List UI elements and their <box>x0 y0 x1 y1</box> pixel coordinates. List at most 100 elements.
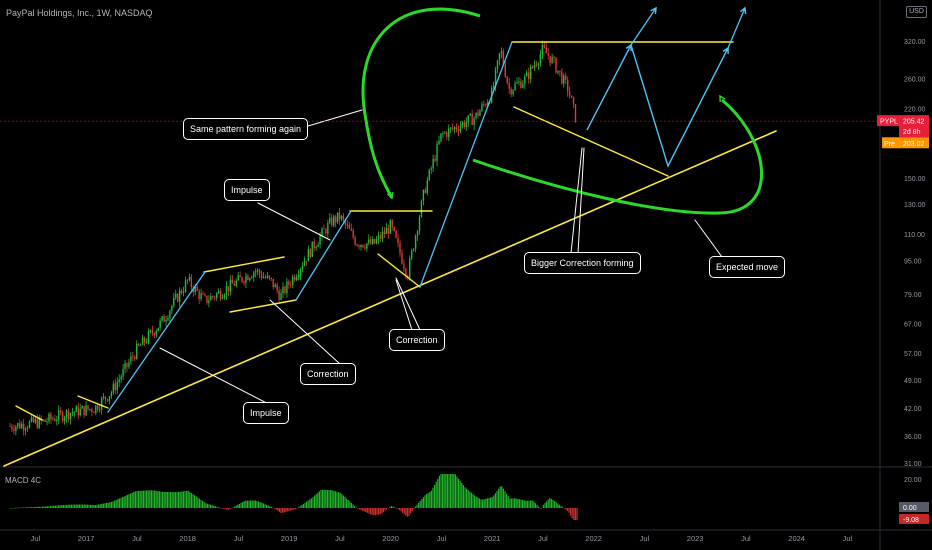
candle-body <box>331 217 333 226</box>
candle-body <box>451 127 454 129</box>
macd-bar <box>205 503 207 508</box>
macd-bar <box>541 507 543 509</box>
candle-body <box>420 200 423 217</box>
macd-bar <box>86 504 88 508</box>
candle-body <box>533 64 536 68</box>
impulse-line <box>107 271 206 413</box>
candle-body <box>414 235 417 249</box>
arrow-head <box>387 191 394 200</box>
macd-bar <box>128 494 130 508</box>
macd-bar <box>374 508 376 516</box>
arrow-head <box>625 43 632 52</box>
macd-bar <box>42 506 44 508</box>
macd-bar <box>114 500 116 508</box>
callout-impulse-top[interactable]: Impulse <box>224 179 270 201</box>
macd-bar <box>274 508 276 509</box>
macd-bar <box>299 506 301 508</box>
candle-body <box>385 228 388 235</box>
candle-body <box>393 226 395 231</box>
candle-body <box>539 54 542 64</box>
callout-impulse-bottom[interactable]: Impulse <box>243 402 289 424</box>
macd-bar <box>240 502 242 508</box>
macd-bar <box>379 508 381 515</box>
macd-bar <box>574 508 576 520</box>
candlestick-series <box>9 40 577 436</box>
callout-correction-left[interactable]: Correction <box>300 363 356 385</box>
macd-bar <box>410 508 412 514</box>
candle-body <box>71 412 74 414</box>
macd-bar <box>477 497 479 508</box>
leader-line <box>159 347 285 413</box>
macd-value-badge <box>899 514 929 524</box>
macd-bar <box>490 497 492 508</box>
candle-body <box>494 69 497 86</box>
macd-bar <box>331 490 333 508</box>
macd-bar <box>74 504 76 508</box>
candle-body <box>496 60 499 70</box>
y-tick-label: 57.00 <box>904 351 922 358</box>
macd-bar <box>93 505 95 508</box>
currency-button[interactable]: USD <box>906 6 927 18</box>
macd-bar <box>194 495 196 508</box>
candle-body <box>210 295 212 301</box>
macd-bar <box>53 505 55 508</box>
macd-bar <box>538 506 540 508</box>
macd-bar <box>158 491 160 508</box>
macd-bar <box>96 504 98 508</box>
x-tick-label: 2024 <box>788 534 805 543</box>
candle-body <box>370 239 372 244</box>
macd-bar <box>206 503 208 508</box>
macd-bar <box>238 503 240 508</box>
macd-bar <box>170 492 172 508</box>
candle-body <box>134 357 136 359</box>
candle-body <box>52 418 54 420</box>
candle-body <box>180 290 183 294</box>
candle-body <box>557 70 559 73</box>
macd-bar <box>138 490 140 508</box>
macd-bar <box>272 507 274 509</box>
indicator-title[interactable]: MACD 4C <box>5 476 42 485</box>
projection-arrow-line <box>630 7 657 46</box>
candle-body <box>483 104 485 106</box>
candle-body <box>354 237 356 245</box>
macd-bar <box>539 508 541 509</box>
macd-bar <box>373 508 375 516</box>
candle-body <box>56 419 58 421</box>
candle-body <box>506 76 508 83</box>
callout-expected-move[interactable]: Expected move <box>709 256 786 278</box>
callout-correction-mid[interactable]: Correction <box>389 329 445 351</box>
macd-bar <box>195 496 197 508</box>
candle-body <box>186 279 189 281</box>
macd-bar <box>166 491 168 508</box>
macd-bar <box>165 491 167 508</box>
macd-bar <box>413 508 415 509</box>
candle-body <box>457 129 460 132</box>
macd-bar <box>558 504 560 508</box>
candle-body <box>543 45 545 48</box>
candle-body <box>58 410 60 420</box>
green-expected-curve <box>472 98 763 215</box>
macd-bar <box>429 492 431 508</box>
candle-body <box>309 249 311 257</box>
macd-bar <box>187 490 189 508</box>
candle-body <box>28 421 31 428</box>
x-tick-label: 2023 <box>687 534 704 543</box>
macd-bar <box>178 492 180 508</box>
macd-bar <box>125 495 127 508</box>
macd-bar <box>434 484 436 508</box>
macd-bar <box>342 495 344 508</box>
macd-bar <box>226 508 228 510</box>
callout-bigger-correction[interactable]: Bigger Correction forming <box>524 252 641 274</box>
macd-bar <box>573 508 575 520</box>
projected-path <box>586 43 729 168</box>
macd-bar <box>392 506 394 508</box>
macd-bar <box>267 505 269 508</box>
candle-body <box>430 168 432 170</box>
callout-same-pattern[interactable]: Same pattern forming again <box>183 118 309 140</box>
candle-body <box>372 238 374 244</box>
pattern-line <box>77 395 109 409</box>
macd-bar <box>366 508 368 513</box>
candle-body <box>280 293 282 300</box>
macd-bar <box>518 499 520 508</box>
